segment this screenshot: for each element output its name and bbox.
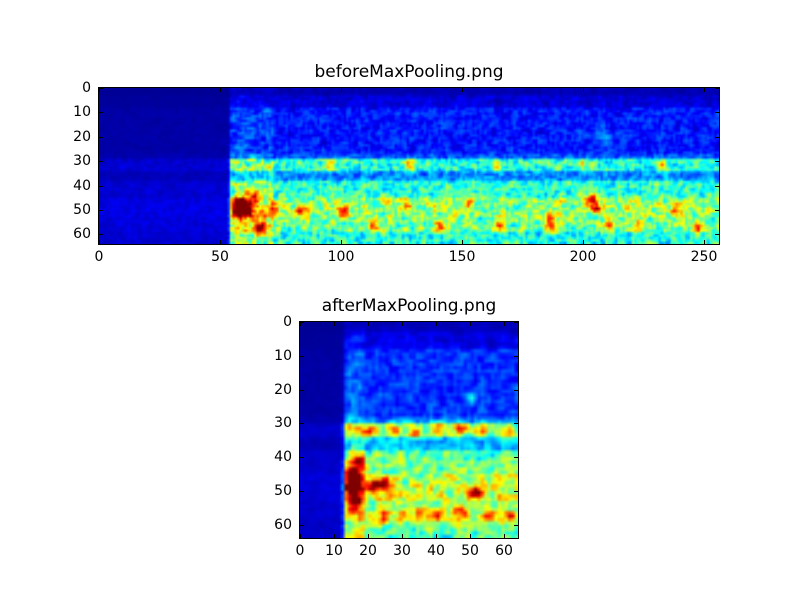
tick-mark <box>99 88 100 92</box>
tick-mark <box>583 88 584 92</box>
tick-mark <box>470 322 471 326</box>
tick-mark <box>462 88 463 92</box>
tick-mark <box>514 457 518 458</box>
y-tick-label: 0 <box>283 314 292 330</box>
tick-mark <box>514 390 518 391</box>
x-tick-label: 150 <box>448 249 476 265</box>
x-tick-label: 40 <box>427 543 445 559</box>
tick-mark <box>99 137 103 138</box>
y-tick-label: 0 <box>82 80 91 96</box>
tick-mark <box>514 423 518 424</box>
x-tick-label: 200 <box>569 249 597 265</box>
tick-mark <box>300 423 304 424</box>
y-tick-label: 10 <box>73 104 91 120</box>
x-tick-label: 60 <box>495 543 513 559</box>
tick-mark <box>704 240 705 244</box>
tick-mark <box>341 88 342 92</box>
tick-mark <box>436 534 437 538</box>
tick-mark <box>99 240 100 244</box>
tick-mark <box>583 240 584 244</box>
tick-mark <box>220 88 221 92</box>
tick-mark <box>334 534 335 538</box>
tick-mark <box>715 234 719 235</box>
tick-mark <box>514 322 518 323</box>
tick-mark <box>300 322 304 323</box>
tick-mark <box>704 88 705 92</box>
x-tick-label: 30 <box>393 543 411 559</box>
y-tick-label: 60 <box>73 226 91 242</box>
tick-mark <box>715 210 719 211</box>
before-plot-title: beforeMaxPooling.png <box>314 62 504 82</box>
tick-mark <box>462 240 463 244</box>
tick-mark <box>514 491 518 492</box>
tick-mark <box>402 322 403 326</box>
tick-mark <box>402 534 403 538</box>
before-max-pooling-heatmap-image <box>99 88 719 244</box>
x-tick-label: 50 <box>211 249 229 265</box>
tick-mark <box>300 390 304 391</box>
tick-mark <box>300 534 301 538</box>
tick-mark <box>470 534 471 538</box>
tick-mark <box>300 322 301 326</box>
y-tick-label: 50 <box>274 483 292 499</box>
x-tick-label: 100 <box>327 249 355 265</box>
tick-mark <box>341 240 342 244</box>
y-tick-label: 20 <box>274 382 292 398</box>
y-tick-label: 10 <box>274 348 292 364</box>
y-tick-label: 50 <box>73 202 91 218</box>
tick-mark <box>514 525 518 526</box>
tick-mark <box>368 322 369 326</box>
x-tick-label: 10 <box>325 543 343 559</box>
tick-mark <box>220 240 221 244</box>
tick-mark <box>715 88 719 89</box>
tick-mark <box>514 356 518 357</box>
tick-mark <box>715 161 719 162</box>
y-tick-label: 20 <box>73 129 91 145</box>
x-tick-label: 0 <box>295 543 305 559</box>
tick-mark <box>504 534 505 538</box>
x-tick-label: 20 <box>359 543 377 559</box>
tick-mark <box>504 322 505 326</box>
tick-mark <box>300 457 304 458</box>
x-tick-label: 50 <box>461 543 479 559</box>
tick-mark <box>334 322 335 326</box>
after-plot-title: afterMaxPooling.png <box>321 296 497 316</box>
tick-mark <box>436 322 437 326</box>
tick-mark <box>300 491 304 492</box>
tick-mark <box>715 186 719 187</box>
tick-mark <box>99 161 103 162</box>
tick-mark <box>715 137 719 138</box>
tick-mark <box>368 534 369 538</box>
y-tick-label: 40 <box>274 449 292 465</box>
tick-mark <box>99 210 103 211</box>
tick-mark <box>99 186 103 187</box>
tick-mark <box>99 234 103 235</box>
tick-mark <box>300 525 304 526</box>
y-tick-label: 30 <box>73 153 91 169</box>
tick-mark <box>715 112 719 113</box>
y-tick-label: 60 <box>274 517 292 533</box>
tick-mark <box>300 356 304 357</box>
x-tick-label: 250 <box>690 249 718 265</box>
tick-mark <box>99 112 103 113</box>
y-tick-label: 40 <box>73 178 91 194</box>
after-max-pooling-heatmap-image <box>300 322 518 538</box>
tick-mark <box>99 88 103 89</box>
x-tick-label: 0 <box>94 249 104 265</box>
y-tick-label: 30 <box>274 415 292 431</box>
